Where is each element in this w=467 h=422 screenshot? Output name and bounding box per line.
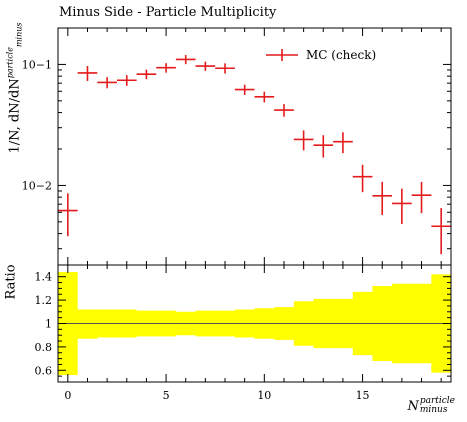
x-tick-label: 15 xyxy=(356,389,370,402)
main-y-axis-label: 1/N, dN/dNparticleminus xyxy=(6,22,24,153)
main-y-tick-label: 10−1 xyxy=(22,58,52,71)
main-y-axis-label-text: 1/N, dN/dN xyxy=(7,78,23,154)
x-axis-label-var: N xyxy=(407,398,419,414)
ratio-y-tick-label: 1 xyxy=(45,318,52,331)
ratio-y-axis-label: Ratio xyxy=(3,264,19,300)
x-axis-label-sub: minus xyxy=(419,405,448,415)
x-tick-label: 10 xyxy=(257,389,271,402)
x-tick-label: 0 xyxy=(64,389,71,402)
main-y-axis-label-sub: minus xyxy=(14,22,24,48)
legend-label: MC (check) xyxy=(306,48,376,62)
main-plot-frame xyxy=(57,27,452,266)
main-y-tick-label: 10−2 xyxy=(22,179,52,192)
main-y-axis-label-sup: particle xyxy=(6,47,16,79)
ratio-y-tick-label: 1.2 xyxy=(35,294,53,307)
ratio-y-tick-label: 0.8 xyxy=(35,341,53,354)
ratio-y-tick-label: 0.6 xyxy=(35,364,53,377)
x-tick-label: 5 xyxy=(163,389,170,402)
chart-title: Minus Side - Particle Multiplicity xyxy=(59,5,277,20)
x-axis-label-sup: particle xyxy=(419,396,455,406)
ratio-y-tick-label: 1.4 xyxy=(35,271,53,284)
ratio-plot-panel: 0 5 10 15 0.6 0.8 1 1.2 1.4 xyxy=(35,264,452,402)
main-plot-panel: 10−1 10−2 MC (check) xyxy=(22,27,452,266)
